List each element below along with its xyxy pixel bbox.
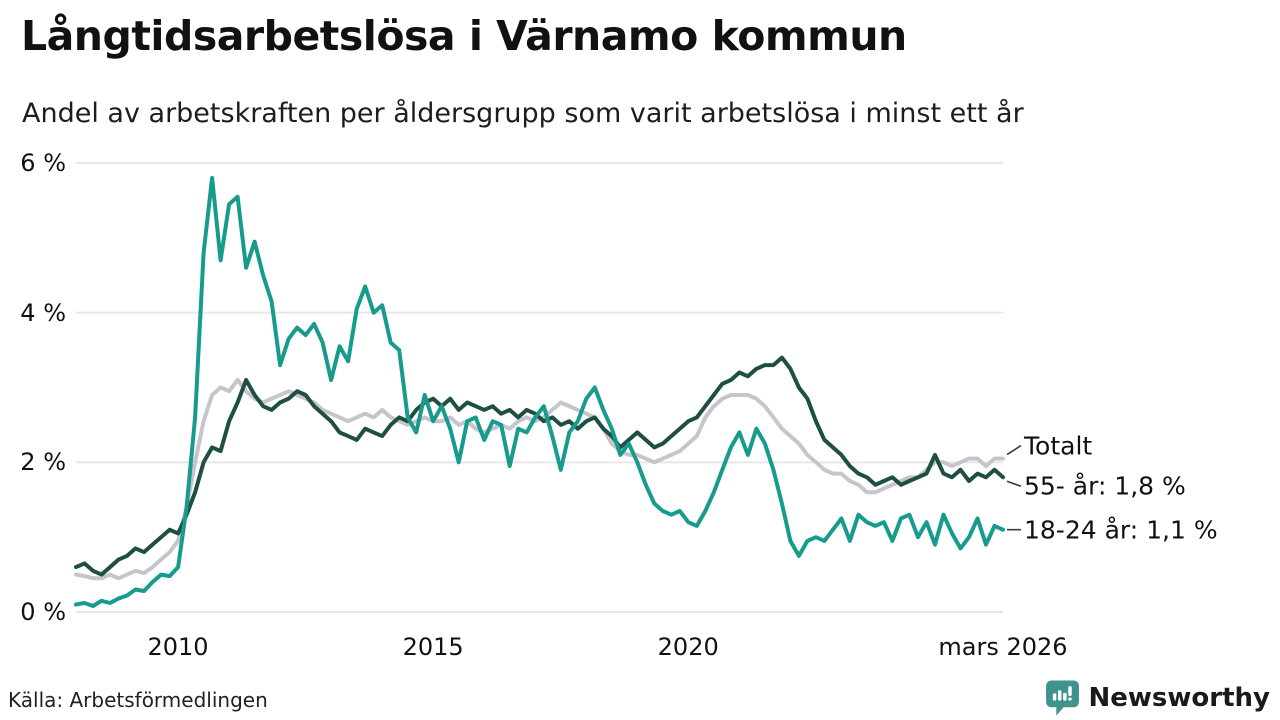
end-label-55-ar: 55- år: 1,8 % xyxy=(1024,471,1186,501)
end-label-totalt: Totalt xyxy=(1024,431,1093,461)
chart-subtitle: Andel av arbetskraften per åldersgrupp s… xyxy=(22,98,1024,129)
x-tick-label: 2020 xyxy=(657,633,719,661)
series-line-55-ar xyxy=(74,355,1005,577)
x-tick-label: mars 2026 xyxy=(938,633,1068,661)
source-text: Källa: Arbetsförmedlingen xyxy=(8,688,268,712)
y-tick-label: 2 % xyxy=(20,448,66,477)
end-label-18-24-ar: 18-24 år: 1,1 % xyxy=(1024,515,1218,545)
y-tick-label: 6 % xyxy=(20,149,66,177)
newsworthy-logo: Newsworthy xyxy=(1044,678,1270,718)
y-tick-label: 0 % xyxy=(20,598,66,626)
page-title: Långtidsarbetslösa i Värnamo kommun xyxy=(21,12,907,60)
newsworthy-logo-icon xyxy=(1045,680,1079,716)
annotation-connector xyxy=(1006,444,1022,456)
annotation-connector xyxy=(1006,480,1022,488)
series-line-18-24-ar xyxy=(74,176,1005,608)
y-tick-label: 4 % xyxy=(20,298,66,327)
x-tick-label: 2010 xyxy=(147,633,209,661)
newsworthy-logo-text: Newsworthy xyxy=(1088,683,1270,713)
x-tick-label: 2015 xyxy=(402,633,464,661)
